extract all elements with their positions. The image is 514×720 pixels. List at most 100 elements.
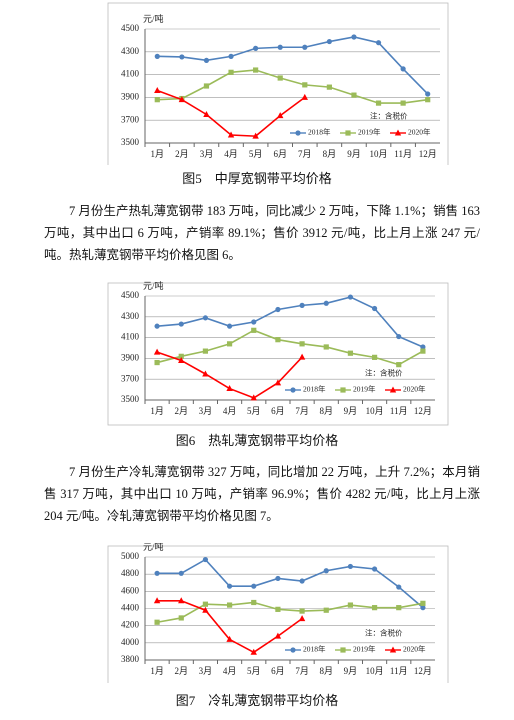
chart-border bbox=[107, 282, 449, 426]
chart: 元/吨 3500 3700 3900 4100 4300 4500 1月 2月 3月 4月 5月 6月 7… bbox=[107, 2, 449, 165]
legend-label: 2019年 bbox=[358, 127, 381, 137]
figure-caption: 图6 热轧薄宽钢带平均价格 bbox=[175, 433, 339, 448]
legend-marker bbox=[394, 129, 402, 136]
annotation: 注：含税价 bbox=[370, 111, 408, 121]
data-point bbox=[226, 385, 233, 392]
x-tick-label: 5月 bbox=[249, 149, 263, 159]
data-point bbox=[323, 300, 329, 306]
data-point bbox=[299, 341, 305, 347]
figure-caption: 图5 中厚宽钢带平均价格 bbox=[182, 171, 332, 186]
data-point bbox=[202, 606, 209, 613]
legend-marker bbox=[295, 130, 301, 136]
x-tick-label: 2月 bbox=[175, 149, 189, 159]
data-point bbox=[178, 96, 186, 103]
data-point bbox=[351, 34, 357, 40]
x-tick-label: 3月 bbox=[199, 406, 213, 416]
x-tick-label: 12月 bbox=[414, 406, 432, 416]
legend-label: 2020年 bbox=[408, 127, 431, 137]
x-tick-label: 7月 bbox=[298, 149, 312, 159]
y-axis-unit: 元/吨 bbox=[143, 543, 164, 552]
data-point bbox=[226, 341, 233, 347]
legend-marker bbox=[290, 387, 296, 393]
data-point bbox=[420, 344, 426, 350]
data-point bbox=[253, 67, 259, 73]
x-tick-label: 4月 bbox=[223, 406, 237, 416]
series-line bbox=[157, 69, 428, 104]
x-tick-label: 2月 bbox=[174, 666, 188, 676]
data-point bbox=[400, 100, 406, 106]
data-point bbox=[154, 359, 160, 366]
legend-marker bbox=[340, 387, 346, 393]
y-tick-label: 3800 bbox=[121, 654, 140, 664]
data-point bbox=[371, 605, 378, 611]
y-tick-label: 3500 bbox=[121, 394, 140, 404]
data-point bbox=[371, 566, 378, 572]
data-point bbox=[178, 597, 185, 604]
data-point bbox=[299, 578, 305, 584]
y-tick-label: 3500 bbox=[121, 137, 140, 147]
series-line bbox=[156, 601, 424, 624]
chart: 元/吨 3800 4000 4200 4400 4600 4800 5000 1月 2月 3月 4月 5… bbox=[107, 543, 449, 683]
data-point bbox=[274, 632, 282, 639]
series-line bbox=[157, 36, 429, 95]
y-tick-label: 4100 bbox=[121, 69, 140, 79]
data-point bbox=[275, 575, 281, 582]
data-point bbox=[253, 45, 259, 51]
data-point bbox=[371, 305, 378, 312]
data-point bbox=[396, 333, 402, 340]
data-point bbox=[347, 294, 354, 300]
data-point bbox=[251, 327, 257, 333]
data-point bbox=[250, 394, 257, 401]
x-tick-label: 11月 bbox=[390, 666, 408, 676]
data-point bbox=[420, 605, 426, 611]
y-tick-label: 4200 bbox=[121, 620, 140, 630]
data-point bbox=[298, 353, 306, 360]
data-point bbox=[277, 44, 283, 50]
data-point bbox=[323, 607, 329, 613]
data-point bbox=[375, 100, 382, 106]
x-tick-label: 9月 bbox=[344, 666, 358, 676]
data-point bbox=[227, 131, 235, 138]
data-point bbox=[298, 615, 306, 622]
x-tick-label: 4月 bbox=[224, 149, 238, 159]
x-tick-label: 8月 bbox=[319, 666, 333, 676]
data-point bbox=[396, 584, 402, 590]
y-tick-label: 4800 bbox=[121, 568, 140, 578]
legend-marker bbox=[389, 646, 397, 653]
data-point bbox=[154, 53, 160, 59]
data-point bbox=[299, 608, 305, 614]
x-tick-label: 7月 bbox=[295, 666, 309, 676]
y-tick-label: 3700 bbox=[121, 114, 140, 124]
x-tick-label: 8月 bbox=[319, 406, 333, 416]
legend-label: 2020年 bbox=[403, 644, 426, 654]
annotation: 注：含税价 bbox=[365, 628, 403, 638]
x-tick-label: 1月 bbox=[150, 666, 164, 676]
y-tick-label: 4500 bbox=[121, 290, 140, 300]
data-point bbox=[202, 601, 209, 607]
legend-label: 2018年 bbox=[303, 384, 326, 394]
data-point bbox=[396, 605, 402, 611]
data-point bbox=[274, 379, 282, 386]
x-tick-label: 11月 bbox=[390, 406, 408, 416]
x-tick-label: 12月 bbox=[419, 149, 437, 159]
legend-marker bbox=[340, 647, 346, 653]
data-point bbox=[203, 57, 210, 63]
x-tick-label: 6月 bbox=[271, 406, 285, 416]
series-line bbox=[157, 296, 424, 348]
x-tick-label: 1月 bbox=[150, 406, 164, 416]
data-point bbox=[302, 82, 308, 88]
x-tick-label: 10月 bbox=[366, 406, 384, 416]
data-point bbox=[178, 321, 184, 327]
data-point bbox=[275, 306, 281, 313]
x-tick-label: 11月 bbox=[394, 149, 412, 159]
data-point bbox=[153, 348, 161, 355]
data-point bbox=[371, 354, 378, 360]
data-point bbox=[326, 38, 332, 45]
data-point bbox=[326, 84, 332, 90]
x-tick-label: 3月 bbox=[200, 149, 214, 159]
series-line bbox=[157, 558, 424, 609]
data-point bbox=[228, 69, 234, 75]
data-point bbox=[251, 599, 257, 606]
chart: 元/吨 3500 3700 3900 4100 4300 4500 1月 2月 3月 4月 5月 6月 7… bbox=[107, 280, 449, 426]
legend-label: 2019年 bbox=[353, 384, 376, 394]
